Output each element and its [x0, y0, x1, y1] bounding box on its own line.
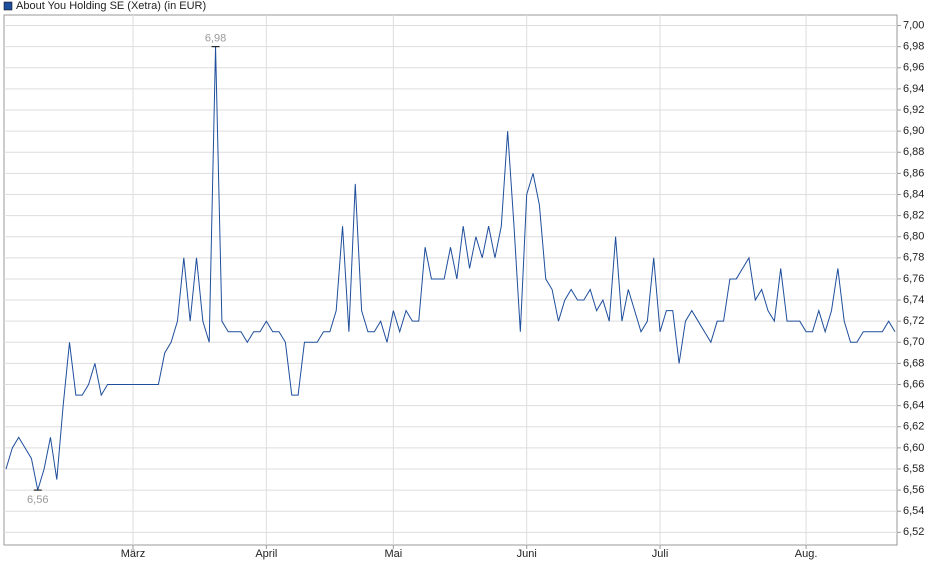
- x-tick-label: Mai: [384, 548, 402, 560]
- y-tick-label: 6,92: [903, 104, 924, 116]
- chart-title: About You Holding SE (Xetra) (in EUR): [16, 0, 206, 12]
- min-label: 6,56: [27, 494, 48, 506]
- y-tick-label: 7,00: [903, 19, 924, 31]
- y-tick-label: 6,74: [903, 294, 924, 306]
- y-tick-label: 6,86: [903, 167, 924, 179]
- y-tick-label: 6,62: [903, 421, 924, 433]
- y-tick-label: 6,64: [903, 400, 924, 412]
- y-tick-label: 6,58: [903, 463, 924, 475]
- y-tick-label: 6,76: [903, 273, 924, 285]
- y-tick-label: 6,52: [903, 526, 924, 538]
- y-tick-label: 6,60: [903, 442, 924, 454]
- max-label: 6,98: [205, 33, 226, 45]
- y-tick-label: 6,96: [903, 62, 924, 74]
- y-tick-label: 6,66: [903, 378, 924, 390]
- legend-swatch: [3, 1, 13, 11]
- y-tick-label: 6,82: [903, 210, 924, 222]
- y-tick-label: 6,78: [903, 252, 924, 264]
- y-tick-label: 6,88: [903, 146, 924, 158]
- x-tick-label: Juli: [652, 548, 669, 560]
- y-tick-label: 6,54: [903, 505, 924, 517]
- x-tick-label: Juni: [517, 548, 537, 560]
- price-line: [5, 46, 896, 491]
- y-tick-label: 6,70: [903, 336, 924, 348]
- y-tick-label: 6,56: [903, 484, 924, 496]
- y-tick-label: 6,84: [903, 188, 924, 200]
- y-tick-label: 6,98: [903, 41, 924, 53]
- x-tick-label: März: [121, 548, 145, 560]
- y-tick-label: 6,72: [903, 315, 924, 327]
- x-tick-label: April: [255, 548, 277, 560]
- y-tick-label: 6,68: [903, 357, 924, 369]
- y-tick-label: 6,90: [903, 125, 924, 137]
- y-tick-label: 6,94: [903, 83, 924, 95]
- y-tick-label: 6,80: [903, 231, 924, 243]
- plot-frame: [3, 14, 898, 546]
- x-tick-label: Aug.: [795, 548, 818, 560]
